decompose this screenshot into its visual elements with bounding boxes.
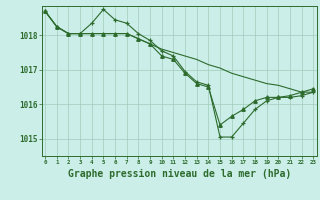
X-axis label: Graphe pression niveau de la mer (hPa): Graphe pression niveau de la mer (hPa) <box>68 169 291 179</box>
